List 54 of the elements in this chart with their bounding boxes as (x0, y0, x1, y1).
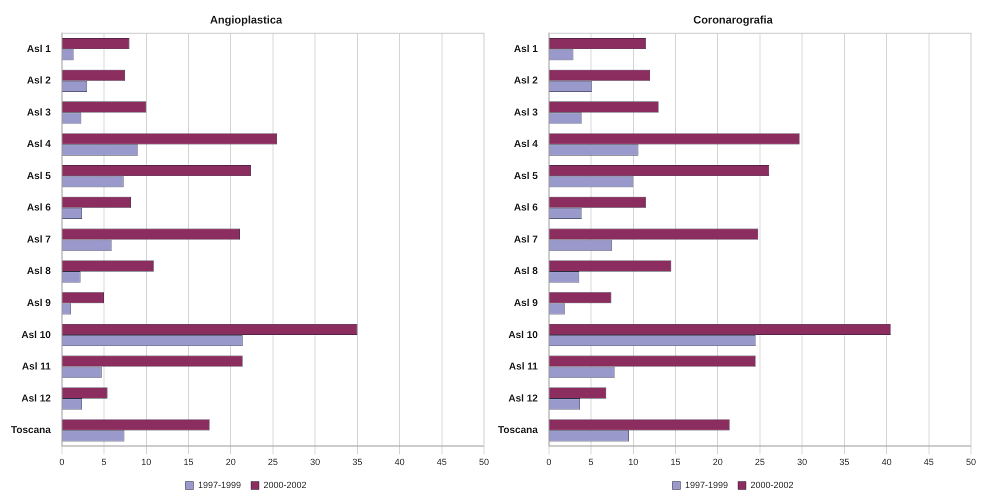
x-tick-label: 20 (226, 457, 236, 468)
x-tick-label: 10 (628, 457, 638, 468)
y-tick-label: Asl 6 (26, 202, 52, 214)
y-tick-label: Asl 11 (508, 362, 538, 373)
y-tick-label: Asl 2 (514, 76, 538, 87)
y-tick-label: Asl 2 (26, 76, 52, 87)
x-tick-label: 15 (670, 457, 680, 468)
y-tick-label: Asl 12 (508, 393, 538, 404)
y-tick-label: Asl 4 (26, 139, 52, 150)
legend-label: 2000-2002 (750, 480, 794, 490)
y-tick-label: Asl 7 (26, 234, 52, 246)
y-tick-label: Asl 10 (508, 330, 538, 341)
x-tick-label: 40 (882, 457, 892, 468)
y-tick-label: Asl 9 (26, 298, 52, 309)
y-tick-label: Toscana (10, 425, 52, 436)
x-tick-label: 45 (436, 457, 447, 468)
y-tick-label: Asl 3 (26, 107, 52, 118)
x-tick-label: 25 (268, 457, 278, 468)
y-tick-label: Asl 8 (26, 266, 52, 278)
x-tick-label: 45 (924, 457, 934, 468)
x-tick-label: 5 (102, 457, 107, 468)
y-tick-label: Asl 1 (26, 44, 52, 55)
legend-label: 2000-2002 (264, 480, 307, 490)
x-tick-label: 50 (478, 457, 490, 468)
x-tick-label: 50 (966, 457, 976, 468)
chart-title: Coronarografia (693, 14, 774, 27)
y-tick-label: Asl 7 (514, 234, 538, 246)
y-tick-label: Asl 5 (26, 170, 52, 182)
y-tick-label: Toscana (498, 425, 538, 436)
y-tick-label: Asl 4 (514, 139, 538, 150)
y-tick-label: Asl 6 (514, 202, 538, 214)
x-tick-label: 15 (183, 457, 194, 468)
legend-label: 1997-1999 (684, 480, 728, 490)
x-tick-label: 25 (754, 457, 765, 468)
x-tick-label: 0 (546, 457, 552, 468)
x-tick-label: 35 (839, 457, 850, 468)
x-tick-label: 35 (352, 457, 362, 468)
y-tick-label: Asl 9 (514, 298, 538, 309)
y-tick-label: Asl 12 (21, 393, 52, 404)
y-tick-label: Asl 8 (514, 266, 538, 278)
x-tick-label: 0 (59, 457, 64, 468)
y-tick-label: Asl 3 (514, 107, 538, 118)
x-tick-label: 20 (712, 457, 723, 468)
x-tick-label: 30 (797, 457, 808, 468)
chart-title: Angioplastica (210, 14, 283, 27)
y-tick-label: Asl 5 (514, 170, 538, 182)
x-tick-label: 10 (141, 457, 152, 468)
x-tick-label: 30 (310, 457, 320, 468)
y-tick-label: Asl 10 (21, 330, 52, 341)
legend-label: 1997-1999 (198, 480, 242, 490)
y-tick-label: Asl 11 (22, 362, 52, 373)
x-tick-label: 40 (394, 457, 405, 468)
y-tick-label: Asl 1 (514, 44, 538, 55)
x-tick-label: 5 (588, 457, 594, 468)
